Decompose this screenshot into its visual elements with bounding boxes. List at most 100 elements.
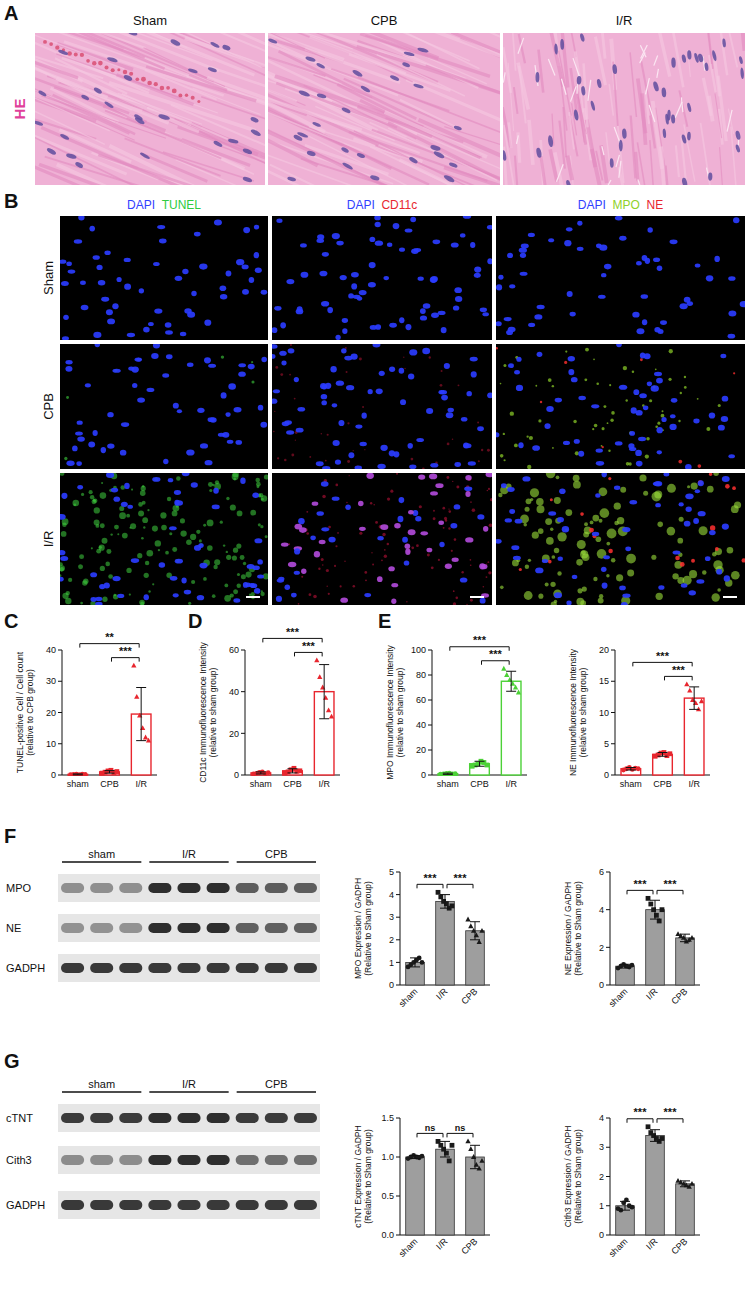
mpo-signal (639, 474, 646, 481)
tunel-signal (243, 562, 246, 565)
fiber (646, 90, 650, 124)
nucleus (306, 150, 316, 157)
dapi-nucleus (505, 518, 512, 522)
dapi-nucleus (120, 450, 127, 456)
mpo-signal (528, 559, 531, 562)
dapi-nucleus (341, 348, 347, 353)
dapi-nucleus (210, 417, 217, 422)
dapi-nucleus (599, 244, 607, 250)
dapi-nucleus (197, 595, 204, 600)
y-tick-label: 5 (604, 739, 609, 749)
cd11c-signal (294, 398, 296, 400)
nucleus (210, 41, 220, 49)
dapi-nucleus (342, 328, 347, 334)
y-tick-label: 80 (416, 670, 426, 680)
cd11c-signal (433, 510, 435, 512)
error-cap (626, 767, 636, 768)
y-tick (611, 650, 615, 651)
dapi-nucleus (596, 461, 604, 466)
blot-band (148, 883, 171, 893)
fiber (268, 79, 297, 102)
dapi-nucleus (321, 394, 328, 399)
ne-signal (589, 528, 594, 533)
cd11c-signal (411, 546, 414, 549)
dapi-nucleus (399, 368, 405, 374)
tunel-signal (100, 492, 107, 499)
y-axis-label: (relative to CPB group) (25, 669, 35, 756)
dapi-nucleus (509, 509, 515, 514)
nucleus (305, 56, 316, 63)
nucleus (453, 125, 462, 131)
dapi-nucleus (688, 590, 695, 595)
mpo-signal (510, 411, 514, 415)
cd11c-signal (489, 523, 492, 527)
fiber (511, 33, 516, 71)
tunel-signal (203, 577, 207, 581)
dapi-nucleus (175, 276, 183, 281)
cd11c-signal (353, 585, 356, 588)
dapi-nucleus (238, 363, 246, 367)
x-tick-label: I/R (318, 779, 330, 789)
dapi-nucleus (466, 391, 471, 396)
cd11c-signal (384, 555, 387, 558)
nucleus (107, 56, 119, 63)
dapi-nucleus (454, 287, 462, 293)
bar (684, 698, 704, 775)
y-tick (396, 962, 400, 963)
x-tick-label: sham (397, 1236, 420, 1259)
dapi-nucleus (542, 559, 548, 563)
fiber (509, 122, 512, 147)
ne-signal (680, 562, 685, 567)
significance-bracket (417, 884, 443, 888)
blot-band (294, 963, 317, 973)
dapi-nucleus (638, 437, 646, 441)
significance-label: *** (473, 634, 487, 646)
dapi-nucleus (706, 275, 713, 281)
dapi-nucleus (63, 315, 69, 320)
y-axis (400, 1118, 401, 1235)
dapi-nucleus (430, 277, 437, 283)
dapi-nucleus (336, 381, 344, 386)
error-stem (292, 769, 293, 773)
dapi-nucleus (463, 443, 471, 448)
dapi-nucleus (423, 303, 431, 308)
mpo-signal (606, 542, 610, 546)
mpo-signal (545, 518, 552, 525)
dapi-nucleus (496, 284, 502, 290)
tunel-signal (78, 564, 83, 569)
tunel-signal (158, 549, 160, 551)
image-bg (60, 473, 268, 605)
dapi-nucleus (431, 278, 436, 283)
data-point (484, 763, 489, 768)
mpo-signal (532, 532, 539, 539)
tunel-signal (119, 512, 126, 519)
dapi-nucleus (187, 312, 195, 318)
y-tick-label: 10 (46, 739, 56, 749)
dapi-nucleus (274, 306, 281, 311)
cd11c-signal (470, 564, 472, 566)
dapi-nucleus (604, 264, 611, 270)
nucleus (356, 152, 365, 159)
fiber (609, 84, 613, 116)
fiber (720, 147, 723, 185)
dapi-nucleus (661, 417, 666, 422)
tunel-signal (141, 537, 144, 540)
cd11c-signal (422, 467, 425, 469)
dapi-nucleus (393, 451, 399, 457)
dapi-nucleus (431, 276, 438, 282)
mpo-signal (616, 574, 623, 581)
tunel-signal (237, 573, 240, 576)
tunel-signal (180, 518, 185, 523)
tunel-signal (265, 535, 268, 538)
x-tick-label: I/R (135, 779, 147, 789)
blood-cell (98, 61, 103, 66)
tunel-signal (146, 550, 153, 557)
column-label: I/R (616, 13, 633, 28)
tunel-signal (94, 519, 100, 525)
error-cap (136, 740, 146, 741)
error-cap (689, 686, 699, 687)
dapi-nucleus (511, 545, 519, 550)
dapi-nucleus (628, 443, 634, 449)
dapi-nucleus (351, 272, 359, 277)
dapi-nucleus (422, 348, 430, 354)
